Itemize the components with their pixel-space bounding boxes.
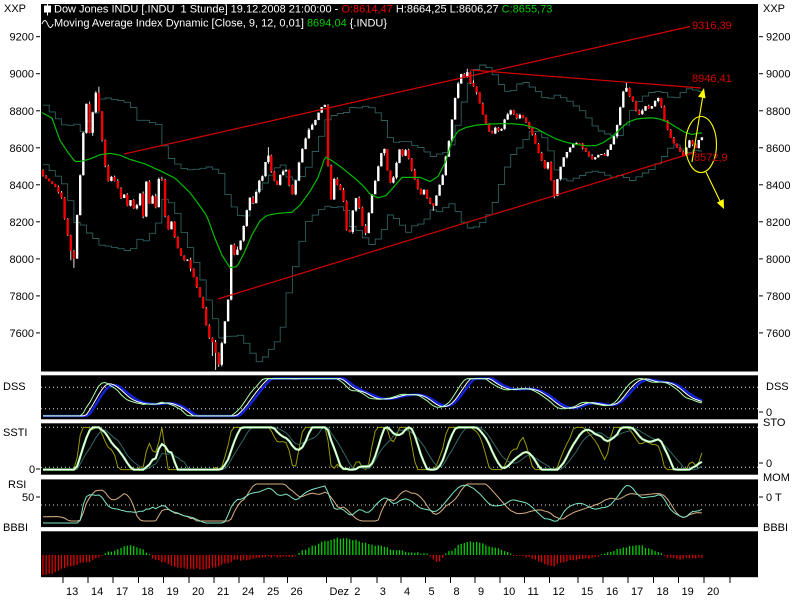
svg-text:BBBI: BBBI	[3, 522, 28, 534]
svg-text:9: 9	[478, 586, 484, 598]
svg-text:8600: 8600	[766, 143, 790, 155]
svg-text:18: 18	[657, 586, 669, 598]
svg-text:16: 16	[606, 586, 618, 598]
svg-text:21: 21	[217, 586, 229, 598]
svg-text:0: 0	[29, 464, 35, 476]
svg-text:XXP: XXP	[4, 3, 26, 15]
svg-text:14: 14	[91, 586, 103, 598]
svg-text:MOM: MOM	[763, 472, 790, 484]
svg-text:BBBI: BBBI	[763, 522, 788, 534]
svg-text:7600: 7600	[10, 328, 34, 340]
svg-text:Dow Jones INDU [.INDU 1 Stund: Dow Jones INDU [.INDU 1 Stunde] 19.12.20…	[54, 4, 552, 16]
svg-text:18: 18	[142, 586, 154, 598]
svg-text:11: 11	[528, 586, 539, 598]
svg-text:8200: 8200	[766, 217, 790, 229]
svg-text:19: 19	[682, 586, 694, 598]
svg-text:8000: 8000	[766, 254, 790, 266]
svg-text:XXP: XXP	[763, 3, 785, 15]
svg-text:5: 5	[429, 586, 435, 598]
svg-text:20: 20	[192, 586, 204, 598]
svg-text:8400: 8400	[10, 180, 34, 192]
svg-text:9000: 9000	[10, 69, 34, 81]
svg-text:25: 25	[267, 586, 279, 598]
svg-text:7800: 7800	[10, 291, 34, 303]
svg-text:7600: 7600	[766, 328, 790, 340]
svg-text:9200: 9200	[10, 32, 34, 44]
svg-text:8200: 8200	[10, 217, 34, 229]
svg-text:0 T: 0 T	[766, 492, 782, 504]
svg-text:8: 8	[454, 586, 460, 598]
svg-text:8572,9: 8572,9	[694, 152, 728, 164]
svg-text:RSI: RSI	[8, 479, 26, 491]
svg-text:19: 19	[167, 586, 179, 598]
svg-text:2: 2	[354, 586, 360, 598]
svg-text:20: 20	[707, 586, 719, 598]
svg-text:DSS: DSS	[766, 381, 789, 393]
svg-text:4: 4	[404, 586, 410, 598]
svg-text:13: 13	[66, 586, 78, 598]
svg-text:12: 12	[553, 586, 565, 598]
svg-text:24: 24	[242, 586, 254, 598]
svg-text:0: 0	[766, 407, 772, 419]
svg-text:50: 50	[22, 492, 34, 504]
svg-text:17: 17	[631, 586, 643, 598]
svg-text:9316,39: 9316,39	[692, 20, 732, 32]
svg-text:26: 26	[291, 586, 303, 598]
svg-text:STO: STO	[763, 417, 786, 429]
svg-text:9200: 9200	[766, 32, 790, 44]
svg-text:8600: 8600	[10, 143, 34, 155]
svg-text:7800: 7800	[766, 291, 790, 303]
svg-text:17: 17	[116, 586, 128, 598]
svg-text:Moving Average Index Dynamic [: Moving Average Index Dynamic [Close, 9, …	[54, 18, 387, 30]
svg-text:8946,41: 8946,41	[692, 73, 732, 85]
svg-text:8000: 8000	[10, 254, 34, 266]
svg-text:10: 10	[503, 586, 515, 598]
svg-text:8800: 8800	[766, 106, 790, 118]
svg-text:8800: 8800	[10, 106, 34, 118]
svg-text:SSTI: SSTI	[3, 427, 27, 439]
svg-text:9000: 9000	[766, 69, 790, 81]
svg-text:0: 0	[766, 458, 772, 470]
svg-text:3: 3	[380, 586, 386, 598]
svg-text:DSS: DSS	[3, 381, 26, 393]
svg-text:15: 15	[581, 586, 593, 598]
svg-text:Dez: Dez	[330, 586, 350, 598]
svg-text:8400: 8400	[766, 180, 790, 192]
